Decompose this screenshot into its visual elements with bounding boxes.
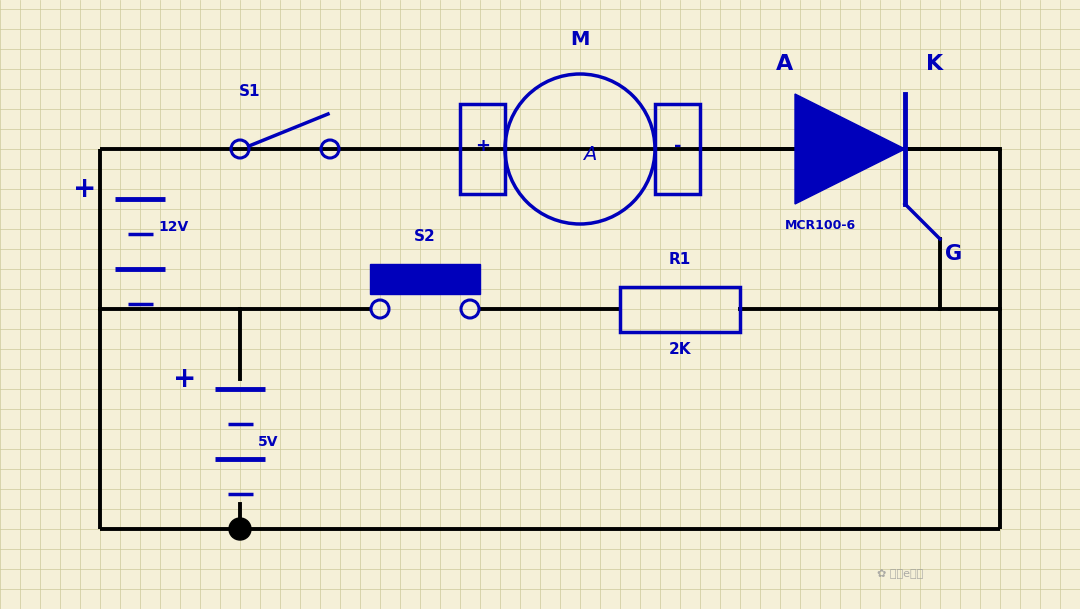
Text: 12V: 12V bbox=[158, 220, 188, 234]
Bar bbox=[460, 104, 505, 194]
Text: 5V: 5V bbox=[258, 434, 279, 448]
Text: +: + bbox=[73, 175, 97, 203]
Text: +: + bbox=[475, 137, 490, 155]
Text: G: G bbox=[945, 244, 962, 264]
Text: S2: S2 bbox=[414, 229, 436, 244]
Text: 2K: 2K bbox=[669, 342, 691, 356]
Text: +: + bbox=[173, 365, 197, 393]
Bar bbox=[620, 286, 740, 331]
Polygon shape bbox=[795, 94, 905, 204]
Text: MCR100-6: MCR100-6 bbox=[784, 219, 855, 232]
Text: A: A bbox=[583, 144, 596, 163]
Text: ✿ 创客e工坊: ✿ 创客e工坊 bbox=[877, 569, 923, 579]
Bar bbox=[654, 104, 700, 194]
Text: R1: R1 bbox=[669, 252, 691, 267]
Text: M: M bbox=[570, 30, 590, 49]
Text: K: K bbox=[927, 54, 944, 74]
Text: A: A bbox=[777, 54, 794, 74]
Bar bbox=[370, 264, 480, 294]
Circle shape bbox=[229, 518, 251, 540]
Text: -: - bbox=[674, 137, 681, 155]
Text: S1: S1 bbox=[240, 84, 260, 99]
